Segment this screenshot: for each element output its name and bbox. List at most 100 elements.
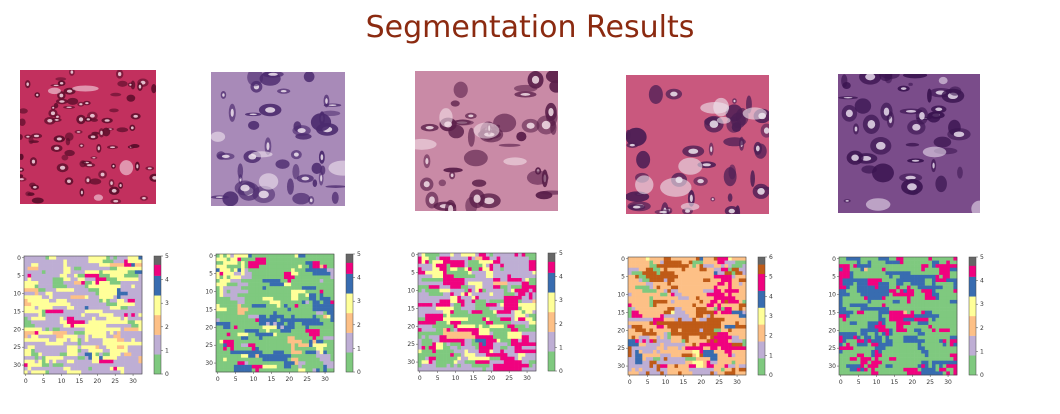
heatmap-cell xyxy=(74,320,78,325)
heatmap-cell xyxy=(283,257,288,262)
heatmap-cell xyxy=(439,292,444,297)
heatmap-cell xyxy=(521,360,526,365)
y-tick-label: 30 xyxy=(205,360,213,367)
heatmap-cell xyxy=(681,296,686,301)
heatmap-cell xyxy=(663,328,668,333)
heatmap-cell xyxy=(717,339,722,344)
heatmap-cell xyxy=(425,270,430,275)
heatmap-cell xyxy=(518,317,522,322)
heatmap-cell xyxy=(330,261,335,266)
tissue-cell-cluster xyxy=(471,179,487,187)
heatmap-cell xyxy=(109,270,114,275)
heatmap-cell xyxy=(485,260,490,265)
heatmap-cell xyxy=(645,267,650,272)
heatmap-cell xyxy=(113,363,118,368)
heatmap-cell xyxy=(323,336,328,341)
heatmap-cell xyxy=(674,271,679,276)
heatmap-cell xyxy=(262,364,267,369)
heatmap-cell xyxy=(138,352,143,357)
tissue-lumen xyxy=(66,89,73,93)
heatmap-cell xyxy=(244,293,249,298)
heatmap-cell xyxy=(699,307,704,311)
heatmap-cell xyxy=(244,368,249,373)
heatmap-cell xyxy=(660,310,665,315)
tissue-stroma-patch xyxy=(415,138,437,150)
tissue-lumen xyxy=(845,109,853,118)
heatmap-cell xyxy=(532,313,537,318)
heatmap-cell xyxy=(223,357,228,362)
heatmap-cell xyxy=(102,284,107,289)
heatmap-cell xyxy=(435,292,440,297)
heatmap-cell xyxy=(99,323,103,328)
heatmap-cell xyxy=(24,366,28,371)
heatmap-cell xyxy=(681,307,686,311)
tissue-lumen xyxy=(728,208,735,214)
heatmap-cell xyxy=(638,339,643,344)
heatmap-cell xyxy=(124,338,128,343)
heatmap-cell xyxy=(138,356,143,360)
heatmap-cell xyxy=(74,284,78,289)
heatmap-cell xyxy=(66,259,71,264)
heatmap-cell xyxy=(706,282,711,286)
heatmap-cell xyxy=(500,356,505,361)
heatmap-cell xyxy=(713,307,718,311)
heatmap-cell xyxy=(219,354,224,358)
heatmap-cell xyxy=(31,256,36,260)
heatmap-cell xyxy=(77,284,82,289)
heatmap-cell xyxy=(106,281,111,285)
heatmap-cell xyxy=(628,371,632,376)
heatmap-cell xyxy=(699,328,704,333)
heatmap-cell xyxy=(323,275,328,280)
heatmap-cell xyxy=(283,354,288,358)
heatmap-cell xyxy=(330,354,335,358)
heatmap-cell xyxy=(56,352,61,357)
heatmap-cell xyxy=(681,299,686,304)
heatmap-cell xyxy=(258,329,263,333)
heatmap-cell xyxy=(124,270,128,275)
heatmap-cell xyxy=(678,367,682,372)
heatmap-cell xyxy=(692,274,697,279)
heatmap-cell xyxy=(38,323,43,328)
heatmap-cell xyxy=(710,349,715,354)
heatmap-cell xyxy=(478,281,483,286)
heatmap-cell xyxy=(24,273,28,278)
heatmap-cell xyxy=(305,289,310,294)
heatmap-cell xyxy=(283,311,288,316)
heatmap-cell xyxy=(301,336,306,341)
heatmap-cell xyxy=(471,328,476,332)
heatmap-cell xyxy=(230,350,235,355)
heatmap-cell xyxy=(241,311,245,316)
heatmap-cell xyxy=(435,324,440,329)
tissue-cell-cluster xyxy=(735,205,741,214)
heatmap-cell xyxy=(287,332,292,337)
heatmap-cell xyxy=(428,360,433,365)
heatmap-cell xyxy=(45,306,50,310)
heatmap-cell xyxy=(507,267,512,272)
heatmap-cell xyxy=(219,357,224,362)
heatmap-cell xyxy=(528,324,533,329)
heatmap-cell xyxy=(326,311,331,316)
heatmap-cell xyxy=(276,271,281,276)
heatmap-cell xyxy=(24,327,28,332)
heatmap-cell xyxy=(95,288,100,293)
heatmap-cell xyxy=(678,296,682,301)
heatmap-cell xyxy=(223,364,228,369)
heatmap-cell xyxy=(84,359,89,364)
heatmap-cell xyxy=(514,328,519,332)
heatmap-cell xyxy=(731,357,736,361)
heatmap-cell xyxy=(713,292,718,297)
heatmap-cell xyxy=(628,278,632,283)
heatmap-cell xyxy=(500,335,505,340)
heatmap-cell xyxy=(49,284,53,289)
heatmap-cell xyxy=(244,282,249,287)
heatmap-cell xyxy=(244,296,249,301)
tissue-lumen xyxy=(47,119,53,123)
heatmap-cell xyxy=(88,327,93,332)
heatmap-cell xyxy=(532,303,537,307)
colorbar-tick-label: 2 xyxy=(559,321,563,328)
heatmap-cell xyxy=(52,359,57,364)
heatmap-cell xyxy=(316,364,320,369)
heatmap-cell xyxy=(326,343,331,348)
heatmap-cell xyxy=(493,274,497,279)
heatmap-cell xyxy=(27,345,32,350)
